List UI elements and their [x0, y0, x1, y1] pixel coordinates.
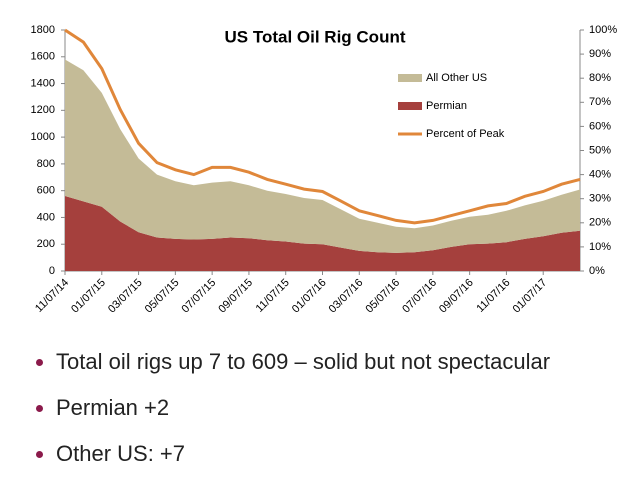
- line: [64, 28, 581, 225]
- y2-tick-label: 20%: [589, 217, 611, 229]
- y-tick-label: 600: [37, 185, 55, 197]
- y2-tick-label: 60%: [589, 120, 611, 132]
- x-tick-label: 03/07/16: [327, 277, 366, 316]
- y2-tick-label: 100%: [589, 24, 617, 36]
- x-tick-label: 01/07/16: [290, 277, 329, 316]
- y2-tick-label: 0%: [589, 265, 605, 277]
- y2-tick-label: 50%: [589, 144, 611, 156]
- y2-tick-label: 90%: [589, 48, 611, 60]
- y-tick-label: 1000: [31, 131, 55, 143]
- x-tick-label: 11/07/16: [474, 277, 512, 315]
- x-tick-label: 07/07/16: [400, 277, 439, 316]
- x-tick-label: 01/07/15: [69, 277, 108, 316]
- chart: US Total Oil Rig Count 0 200 400 600 800 1000…: [31, 24, 618, 316]
- y-tick-label: 1200: [31, 104, 55, 116]
- y2-tick-label: 80%: [589, 72, 611, 84]
- x-tick-label: 09/07/16: [437, 277, 476, 316]
- y-tick-label: 1800: [31, 24, 55, 36]
- chart-title: US Total Oil Rig Count: [225, 27, 406, 46]
- x-tick-label: 09/07/15: [216, 277, 255, 316]
- y2-tick-label: 40%: [589, 169, 611, 181]
- legend-swatch: [398, 102, 422, 110]
- area: [65, 59, 580, 253]
- x-tick-label: 05/07/15: [143, 277, 182, 316]
- area: [65, 196, 580, 271]
- bullet: Permian +2: [36, 391, 550, 437]
- x-tick-label: 03/07/15: [106, 277, 145, 316]
- y-tick-label: 1600: [31, 51, 55, 63]
- y-tick-label: 400: [37, 211, 55, 223]
- legend-label: All Other US: [426, 72, 487, 84]
- y-tick-label: 800: [37, 158, 55, 170]
- x-tick-label: 05/07/16: [363, 277, 402, 316]
- legend-label: Permian: [426, 100, 467, 112]
- legend-label: Percent of Peak: [426, 128, 505, 140]
- legend-swatch: [398, 74, 422, 82]
- y2-tick-label: 70%: [589, 96, 611, 108]
- y-tick-label: 0: [49, 265, 55, 277]
- y2-tick-label: 30%: [589, 193, 611, 205]
- bullet: Total oil rigs up 7 to 609 – solid but n…: [36, 345, 550, 391]
- x-tick-label: 07/07/15: [180, 277, 219, 316]
- x-tick-label: 11/07/14: [33, 277, 71, 315]
- bullet-list: Total oil rigs up 7 to 609 – solid but n…: [36, 345, 550, 480]
- x-tick-label: 11/07/15: [254, 277, 292, 315]
- bullet: Other US: +7: [36, 437, 550, 480]
- y-tick-label: 1400: [31, 77, 55, 89]
- y2-tick-label: 10%: [589, 241, 611, 253]
- x-tick-label: 01/07/17: [511, 277, 550, 316]
- y-tick-label: 200: [37, 238, 55, 250]
